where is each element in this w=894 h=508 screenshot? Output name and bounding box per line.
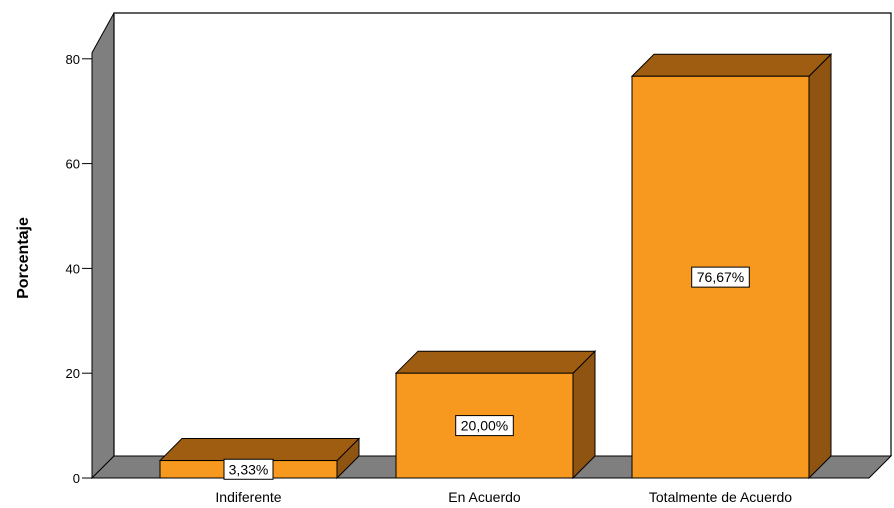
y-tick-label: 60 (66, 157, 80, 172)
bar-3: 76,67% (630, 53, 833, 480)
bar-top (158, 438, 361, 462)
bar-top (394, 350, 597, 374)
data-label: 3,33% (229, 461, 269, 477)
y-tick-label: 80 (66, 52, 80, 67)
x-axis-labels: Indiferente En Acuerdo Totalmente de Acuer… (215, 489, 792, 505)
y-axis-title: Porcentaje (15, 217, 32, 299)
data-label: 76,67% (697, 269, 744, 285)
x-category-label: En Acuerdo (448, 489, 521, 505)
x-category-label: Totalmente de Acuerdo (649, 489, 792, 505)
bar-series: 3,33% 20,00% 76,67% (158, 53, 833, 480)
y-tick-label: 0 (73, 471, 80, 486)
back-wall (113, 12, 892, 456)
y-tick-label: 20 (66, 366, 80, 381)
data-label-box (691, 266, 750, 288)
y-tick-label: 40 (66, 261, 80, 276)
bar-side (808, 53, 832, 480)
left-wall (91, 12, 115, 480)
bar-2: 20,00% (394, 349, 597, 480)
bar-top (630, 53, 833, 77)
data-label-box (223, 458, 274, 480)
data-label-box (455, 415, 514, 437)
bar-1: 3,33% (158, 437, 361, 480)
data-label: 20,00% (461, 418, 508, 434)
y-axis: 0 20 40 60 80 (66, 52, 92, 486)
x-category-label: Indiferente (215, 489, 281, 505)
